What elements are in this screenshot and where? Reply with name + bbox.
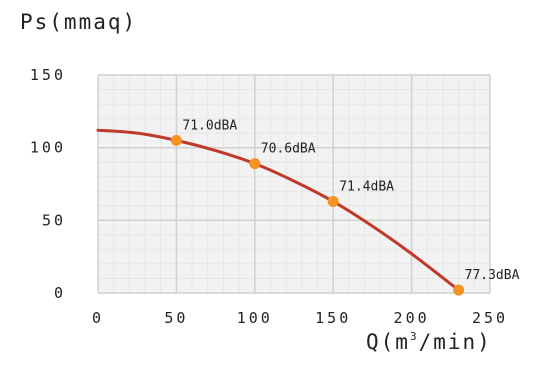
x-tick-label: 150 [315,309,351,327]
y-tick-label: 150 [30,66,66,84]
noise-level-label: 71.0dBA [182,118,237,133]
operating-point [453,284,465,296]
x-axis-label-prefix: Q(m [366,330,410,354]
plot-area [98,75,490,293]
x-axis-label: Q(m3/min) [366,330,492,354]
x-tick-label: 200 [394,309,430,327]
x-tick-label: 250 [472,309,508,327]
y-tick-label: 50 [42,211,66,229]
noise-level-label: 70.6dBA [261,142,316,157]
noise-level-label: 77.3dBA [465,268,520,283]
pressure-curve [96,128,461,292]
y-tick-label: 0 [54,284,66,302]
operating-point [249,158,261,170]
operating-point [170,134,182,146]
noise-level-label: 71.4dBA [339,179,394,194]
x-tick-label: 100 [237,309,273,327]
x-tick-label: 50 [164,309,188,327]
x-axis-label-superscript: 3 [409,330,419,343]
y-axis-label: Ps(mmaq) [20,10,138,34]
x-axis-label-suffix: /min) [418,330,492,354]
x-tick-label: 0 [92,309,104,327]
y-tick-label: 100 [30,139,66,157]
operating-point [327,195,339,207]
